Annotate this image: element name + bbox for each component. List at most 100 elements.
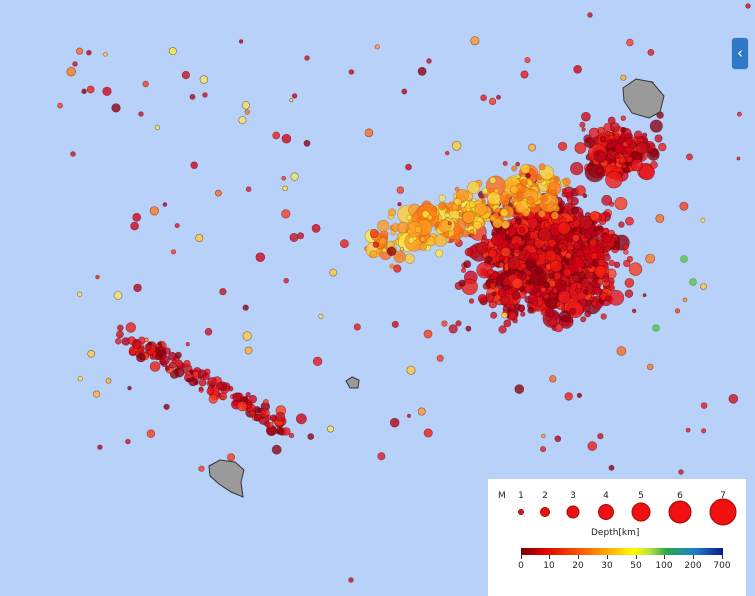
earthquake-marker xyxy=(601,194,613,206)
earthquake-marker xyxy=(77,291,83,297)
earthquake-marker xyxy=(206,387,215,395)
earthquake-marker xyxy=(174,367,185,378)
depth-tick xyxy=(693,555,694,559)
earthquake-marker xyxy=(393,250,406,263)
earthquake-marker xyxy=(447,221,452,226)
earthquake-marker xyxy=(525,173,531,179)
earthquake-marker xyxy=(510,185,519,194)
earthquake-marker xyxy=(547,239,557,248)
earthquake-marker xyxy=(647,49,655,56)
earthquake-marker xyxy=(451,141,462,151)
earthquake-marker xyxy=(472,220,482,230)
earthquake-marker xyxy=(682,297,688,303)
earthquake-marker xyxy=(464,247,474,257)
earthquake-marker xyxy=(185,371,191,376)
earthquake-marker xyxy=(163,403,170,410)
earthquake-marker xyxy=(81,88,87,95)
earthquake-marker xyxy=(132,212,142,222)
earthquake-marker xyxy=(232,392,243,403)
earthquake-marker xyxy=(511,277,523,290)
earthquake-marker xyxy=(572,274,580,282)
earthquake-marker xyxy=(113,291,123,300)
earthquake-marker xyxy=(376,248,383,255)
earthquake-marker xyxy=(550,189,557,196)
earthquake-marker xyxy=(263,398,269,405)
earthquake-marker xyxy=(142,80,149,88)
earthquake-marker xyxy=(245,392,251,398)
earthquake-marker xyxy=(540,287,546,293)
earthquake-marker xyxy=(399,247,404,252)
earthquake-marker xyxy=(312,356,323,366)
earthquake-markers xyxy=(57,3,751,583)
earthquake-marker xyxy=(570,162,584,176)
earthquake-marker xyxy=(202,92,208,98)
earthquake-marker xyxy=(608,259,615,267)
panel-toggle-button[interactable]: ‹ xyxy=(732,38,748,69)
earthquake-marker xyxy=(590,252,598,260)
earthquake-marker xyxy=(492,212,500,219)
earthquake-marker xyxy=(563,186,575,198)
earthquake-marker xyxy=(406,365,416,375)
earthquake-marker xyxy=(584,137,595,148)
depth-tick xyxy=(636,555,637,559)
earthquake-marker xyxy=(146,429,156,438)
earthquake-marker xyxy=(534,267,544,276)
earthquake-marker xyxy=(519,178,528,187)
earthquake-marker xyxy=(199,75,209,84)
earthquake-marker xyxy=(560,280,566,286)
earthquake-marker xyxy=(680,255,688,263)
earthquake-marker xyxy=(241,101,250,110)
earthquake-marker xyxy=(588,127,600,139)
earthquake-marker xyxy=(600,313,607,320)
earthquake-marker xyxy=(289,98,294,103)
earthquake-marker xyxy=(557,221,571,235)
earthquake-marker xyxy=(125,438,131,445)
earthquake-marker xyxy=(463,260,472,268)
earthquake-marker xyxy=(518,226,526,233)
earthquake-marker xyxy=(576,283,583,290)
earthquake-marker xyxy=(261,410,267,415)
earthquake-marker xyxy=(401,88,408,95)
earthquake-marker xyxy=(515,161,521,167)
earthquake-marker xyxy=(642,293,647,298)
earthquake-marker xyxy=(238,116,247,125)
earthquake-marker xyxy=(438,202,447,211)
depth-color-scale xyxy=(521,548,723,555)
earthquake-marker xyxy=(597,278,604,285)
earthquake-marker xyxy=(283,278,289,284)
earthquake-marker xyxy=(524,57,531,64)
earthquake-marker xyxy=(566,196,574,203)
earthquake-marker xyxy=(593,287,603,296)
earthquake-marker xyxy=(405,163,412,171)
earthquake-marker xyxy=(202,372,210,381)
earthquake-marker xyxy=(604,245,612,252)
earthquake-marker xyxy=(605,171,623,189)
earthquake-marker xyxy=(573,65,582,74)
earthquake-marker xyxy=(503,319,512,328)
earthquake-marker xyxy=(538,209,546,218)
earthquake-marker xyxy=(157,342,163,347)
earthquake-marker xyxy=(520,311,526,317)
earthquake-marker xyxy=(505,193,511,199)
depth-tick xyxy=(607,555,608,559)
depth-tick-100: 100 xyxy=(655,561,673,571)
earthquake-marker xyxy=(195,234,204,243)
earthquake-marker xyxy=(95,274,100,280)
earthquake-marker xyxy=(467,181,481,195)
earthquake-marker xyxy=(616,346,627,356)
earthquake-marker xyxy=(543,293,550,300)
earthquake-marker xyxy=(605,131,611,137)
earthquake-marker xyxy=(219,288,227,296)
depth-tick-30: 30 xyxy=(601,561,613,571)
earthquake-marker xyxy=(248,395,258,404)
earthquake-marker xyxy=(516,191,524,198)
earthquake-marker xyxy=(604,295,612,302)
earthquake-marker xyxy=(580,316,587,323)
earthquake-marker xyxy=(512,222,519,229)
earthquake-marker xyxy=(438,194,446,202)
earthquake-marker xyxy=(304,55,310,61)
earthquake-marker xyxy=(538,163,546,171)
earthquake-marker xyxy=(502,161,508,167)
earthquake-marker xyxy=(470,36,480,46)
